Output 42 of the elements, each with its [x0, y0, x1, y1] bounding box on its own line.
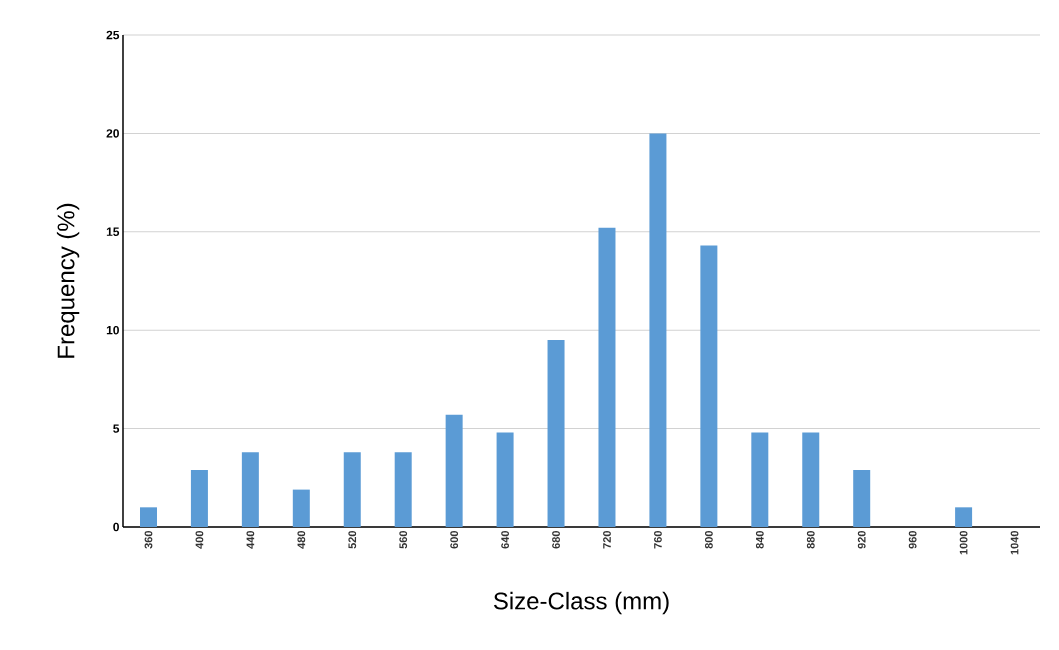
x-tick-label: 520 [348, 530, 357, 549]
bar [751, 432, 769, 527]
y-tick-label: 10 [106, 325, 119, 335]
bar [292, 489, 310, 527]
x-tick-label: 1000 [959, 530, 968, 555]
x-tick-label: 1040 [1010, 530, 1019, 555]
bar [394, 452, 412, 527]
bar [190, 469, 208, 527]
x-tick-label: 440 [246, 530, 255, 549]
y-axis-title: Frequency (%) [56, 203, 80, 358]
y-tick-label: 15 [106, 227, 120, 236]
x-tick-label: 400 [195, 530, 204, 549]
x-tick-label: 760 [654, 530, 662, 549]
x-tick-label: 600 [450, 530, 459, 549]
bar [343, 452, 361, 527]
x-tick-label: 880 [806, 530, 815, 549]
x-tick-label: 640 [501, 530, 509, 549]
bar [853, 469, 871, 527]
x-tick-label: 840 [755, 530, 764, 549]
x-tick-label: 360 [144, 530, 153, 549]
bar [649, 133, 667, 527]
y-tick-label: 0 [113, 522, 119, 532]
bar [139, 507, 157, 527]
bar [547, 340, 565, 527]
bar [241, 452, 259, 527]
bar [598, 227, 616, 527]
bar [802, 432, 820, 527]
y-tick-label: 25 [106, 30, 120, 40]
bar [955, 507, 973, 527]
x-tick-label: 560 [399, 530, 408, 549]
x-tick-label: 680 [552, 530, 560, 549]
bar [700, 245, 718, 527]
x-tick-label: 800 [704, 530, 713, 549]
bar [496, 432, 514, 527]
y-tick-label: 5 [113, 424, 120, 433]
x-axis-title: Size-Class (mm) [493, 591, 669, 615]
x-tick-label: 480 [297, 530, 306, 549]
x-tick-label: 960 [908, 530, 917, 549]
bar [445, 414, 463, 527]
x-tick-label: 720 [603, 530, 611, 549]
x-tick-label: 920 [857, 530, 866, 549]
y-tick-label: 20 [106, 129, 119, 138]
